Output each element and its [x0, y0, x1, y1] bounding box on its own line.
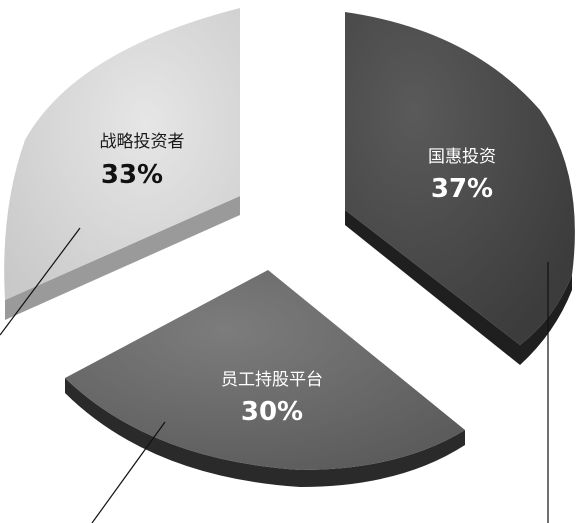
pie-slice-employee: 员工持股平台 30%	[65, 270, 465, 487]
slice-top	[4, 8, 240, 300]
pie-slice-guohui: 国惠投资 37%	[345, 12, 575, 365]
leader-line-strategic	[0, 227, 81, 336]
slice-label-name: 战略投资者	[100, 132, 185, 152]
pie-slice-strategic: 战略投资者 33%	[4, 8, 240, 320]
leader-line-employee	[91, 421, 166, 523]
slice-top	[345, 12, 575, 345]
slice-label-value: 30%	[241, 397, 303, 427]
slice-label-name: 国惠投资	[428, 147, 496, 167]
leader-lines	[0, 227, 549, 523]
slice-top	[65, 270, 465, 470]
slice-side	[5, 196, 240, 320]
slice-label-value: 33%	[101, 160, 163, 190]
slice-label-name: 员工持股平台	[221, 370, 323, 390]
slice-label-value: 37%	[431, 174, 493, 204]
